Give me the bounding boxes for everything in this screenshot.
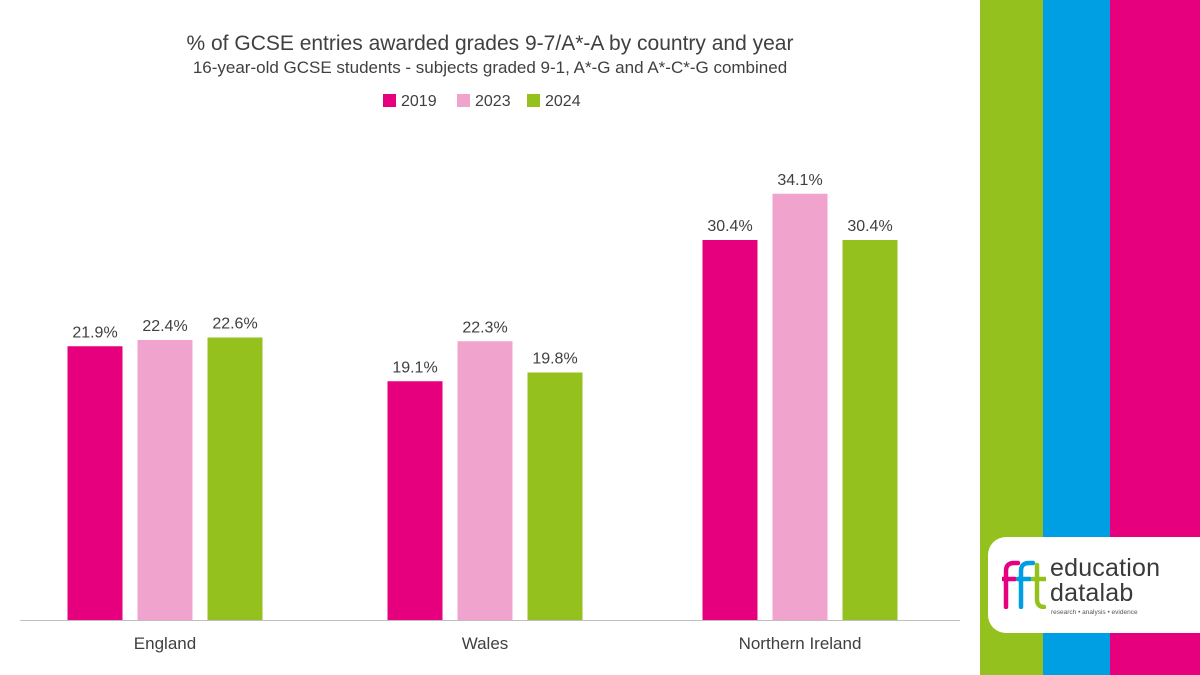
bar-wales-2019 <box>387 381 443 620</box>
bar-northern-ireland-2024 <box>842 240 898 620</box>
legend-label-2019: 2019 <box>401 93 437 110</box>
logo-word-education: education <box>1050 554 1161 582</box>
data-label-wales-2024: 19.8% <box>532 351 577 368</box>
x-tick-label-england: England <box>134 634 196 653</box>
bar-chart: % of GCSE entries awarded grades 9-7/A*-… <box>20 32 960 653</box>
chart-legend: 2019 2023 2024 <box>383 93 581 110</box>
chart-title: % of GCSE entries awarded grades 9-7/A*-… <box>187 32 794 55</box>
data-label-england-2024: 22.6% <box>212 316 257 333</box>
chart-subtitle: 16-year-old GCSE students - subjects gra… <box>193 58 787 77</box>
logo-tagline: research • analysis • evidence <box>1051 609 1138 616</box>
bar-northern-ireland-2023 <box>772 193 828 620</box>
legend-swatch-2024 <box>527 94 540 107</box>
legend-swatch-2023 <box>457 94 470 107</box>
ffT-education-datalab-logo: education datalab research • analysis • … <box>988 537 1200 633</box>
bar-england-2024 <box>207 337 263 620</box>
bar-northern-ireland-2019 <box>702 240 758 620</box>
bar-wales-2023 <box>457 341 513 620</box>
fft-logo-icon <box>1002 560 1046 609</box>
legend-label-2023: 2023 <box>475 93 511 110</box>
x-axis-tick-labels: England Wales Northern Ireland <box>134 634 862 653</box>
x-tick-label-wales: Wales <box>462 634 509 653</box>
bar-wales-2024 <box>527 372 583 620</box>
data-label-wales-2019: 19.1% <box>392 359 437 376</box>
data-label-england-2023: 22.4% <box>142 318 187 335</box>
bar-england-2019 <box>67 346 123 620</box>
legend-swatch-2019 <box>383 94 396 107</box>
bar-england-2023 <box>137 340 193 620</box>
chart-area: % of GCSE entries awarded grades 9-7/A*-… <box>20 32 960 653</box>
chart-data-labels: 21.9% 22.4% 22.6% 19.1% 22.3% 19.8% 30.4% 34.1%… <box>72 172 892 377</box>
data-label-england-2019: 21.9% <box>72 324 117 341</box>
data-label-wales-2023: 22.3% <box>462 319 507 336</box>
data-label-northern-ireland-2019: 30.4% <box>707 218 752 235</box>
chart-bars <box>67 193 898 620</box>
legend-label-2024: 2024 <box>545 93 581 110</box>
logo-word-datalab: datalab <box>1050 579 1134 607</box>
data-label-northern-ireland-2023: 34.1% <box>777 172 822 189</box>
data-label-northern-ireland-2024: 30.4% <box>847 218 892 235</box>
x-tick-label-northern-ireland: Northern Ireland <box>739 634 862 653</box>
